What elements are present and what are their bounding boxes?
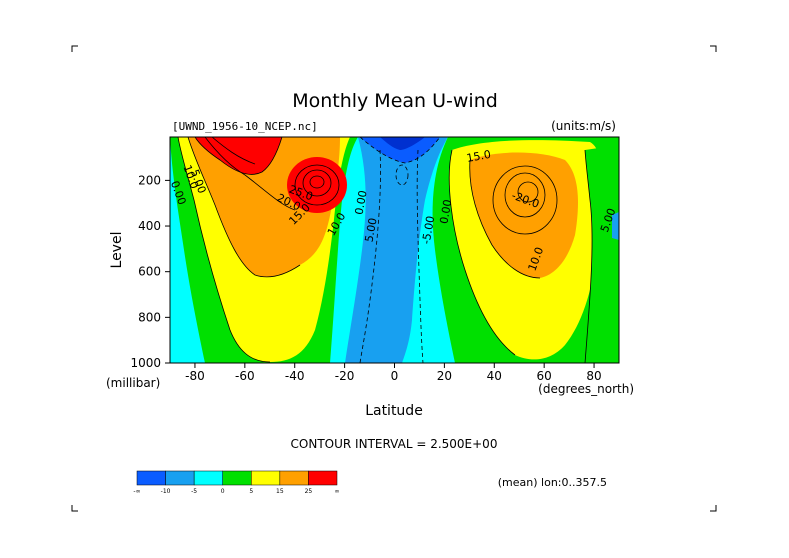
- y-tick-label: 400: [138, 219, 161, 233]
- units-label: (units:m/s): [551, 119, 616, 133]
- y-unit-label: (millibar): [106, 376, 160, 390]
- dataset-label: [UWND_1956-10_NCEP.nc]: [172, 120, 318, 133]
- x-tick-label: 20: [437, 369, 452, 383]
- colorbar-swatch: [222, 470, 252, 486]
- y-tick-label: 600: [138, 265, 161, 279]
- colorbar-swatch: [165, 470, 195, 486]
- x-axis-label: Latitude: [365, 403, 423, 419]
- x-tick-label: -60: [235, 369, 255, 383]
- contour-label: 5.00: [363, 217, 380, 243]
- colorbar-label: -5: [191, 488, 197, 495]
- y-tick-label: 1000: [130, 356, 161, 370]
- contour-lines: [177, 137, 593, 363]
- x-tick-label: 40: [487, 369, 502, 383]
- x-tick-label: 60: [537, 369, 552, 383]
- x-axis-ticks: -80 -60 -40 -20 0 20 40 60 80: [185, 363, 602, 383]
- band-darkblue-upper-core: [380, 137, 425, 150]
- x-tick-label: -80: [185, 369, 205, 383]
- y-axis-ticks: 200 400 600 800 1000: [130, 173, 170, 370]
- band-red-south-core: [287, 157, 347, 213]
- colorbar-swatch: [279, 470, 309, 486]
- colorbar-swatch: [193, 470, 223, 486]
- subset-text: (mean) lon:0..357.5: [498, 476, 607, 489]
- colorbar-label: -10: [161, 488, 171, 495]
- contour-label: 0.00: [437, 199, 454, 225]
- contour-label: 15.0: [466, 148, 492, 165]
- x-tick-label: 0: [391, 369, 399, 383]
- y-tick-label: 800: [138, 310, 161, 324]
- colorbar-label: -∞: [133, 488, 140, 495]
- contour-label: -5.00: [420, 215, 438, 245]
- colorbar-swatch: [308, 470, 338, 486]
- colorbar-label: 25: [305, 488, 313, 495]
- x-tick-label: 80: [586, 369, 601, 383]
- colorbar-label: 0: [221, 488, 225, 495]
- x-tick-label: -40: [285, 369, 305, 383]
- y-axis-label: Level: [109, 232, 125, 269]
- x-unit-label: (degrees_north): [538, 382, 634, 396]
- colorbar: -∞ -10 -5 0 5 15 25 ∞: [133, 470, 340, 495]
- contour-lines-negative: [359, 137, 441, 363]
- crop-marks: [71, 45, 717, 512]
- contour-label: 0.00: [353, 189, 370, 215]
- x-tick-label: -20: [335, 369, 355, 383]
- plot-area: [170, 137, 619, 363]
- colorbar-swatch: [251, 470, 281, 486]
- colorbar-label: 15: [276, 488, 284, 495]
- band-blue-north-edge: [612, 212, 619, 240]
- y-tick-label: 200: [138, 173, 161, 187]
- band-green-north-right: [585, 145, 619, 363]
- chart-title: Monthly Mean U-wind: [292, 90, 498, 112]
- band-red-south-upper: [195, 137, 282, 175]
- colorbar-label: ∞: [335, 488, 340, 495]
- colorbar-label: 5: [249, 488, 253, 495]
- contour-interval-text: CONTOUR INTERVAL = 2.500E+00: [291, 437, 498, 451]
- band-blue-tropics: [345, 137, 448, 363]
- colorbar-swatch: [136, 470, 166, 486]
